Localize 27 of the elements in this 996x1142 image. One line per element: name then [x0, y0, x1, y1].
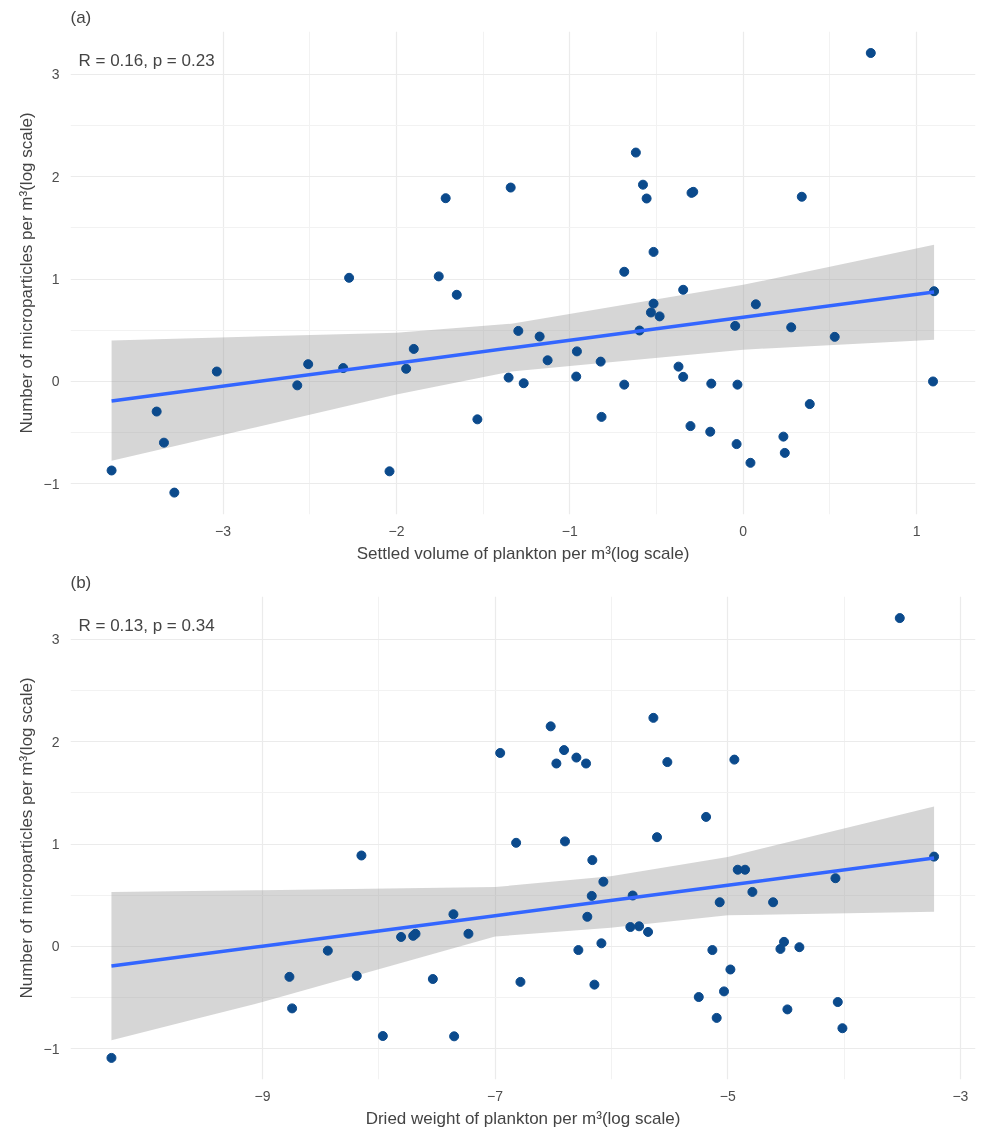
x-axis-title: Settled volume of plankton per m³(log scale) [356, 543, 690, 563]
y-axis-title: Number of microparticles per m³(log scale) [16, 112, 36, 434]
x-tick-label: −1 [561, 522, 579, 539]
y-axis-title: Number of microparticles per m³(log scale) [16, 677, 36, 999]
annotation: R = 0.16, p = 0.23 [78, 50, 215, 70]
x-tick-label: 1 [912, 522, 921, 539]
x-tick-label: −5 [719, 1087, 736, 1104]
chart-title: (a) [70, 7, 92, 27]
y-tick-label: 3 [51, 631, 60, 648]
x-tick-label: −3 [952, 1087, 969, 1104]
y-tick-label: 0 [51, 938, 60, 955]
y-tick-label: 1 [51, 836, 60, 853]
x-tick-label: 0 [739, 522, 748, 539]
x-tick-label: −3 [215, 522, 232, 539]
y-tick-label: 1 [51, 271, 60, 288]
x-tick-label: −2 [388, 522, 405, 539]
y-tick-label: 2 [51, 168, 60, 185]
y-tick-label: 3 [51, 66, 60, 83]
chart-title: (b) [70, 572, 92, 592]
x-tick-label: −7 [487, 1087, 504, 1104]
y-tick-label: −1 [43, 1040, 60, 1057]
annotation: R = 0.13, p = 0.34 [78, 615, 215, 635]
x-axis-title: Dried weight of plankton per m³(log scale) [365, 1108, 681, 1128]
y-tick-label: −1 [43, 475, 60, 492]
x-tick-label: −9 [254, 1087, 271, 1104]
y-tick-label: 2 [51, 733, 60, 750]
y-tick-label: 0 [51, 373, 60, 390]
